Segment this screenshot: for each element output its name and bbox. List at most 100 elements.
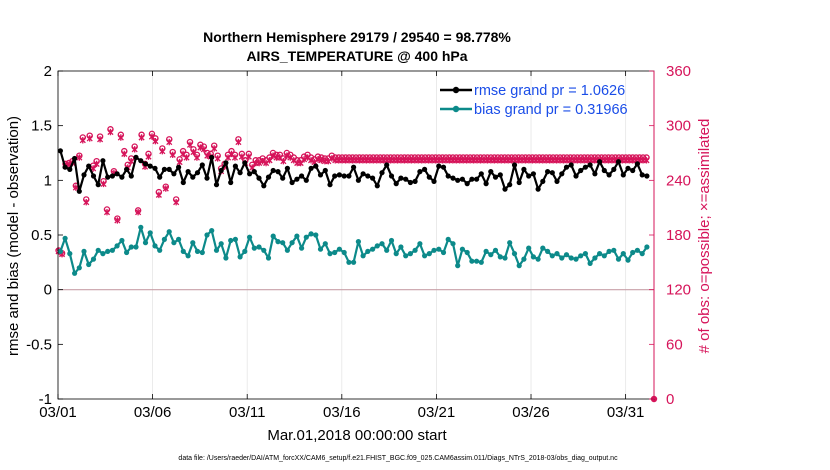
bias-point [559,255,565,261]
obs-assimilated-marker [103,209,111,216]
obs-assimilated-marker [256,159,263,167]
obs-assimilated-marker [114,217,121,224]
legend-bias-marker [452,105,460,113]
rmse-point [228,179,234,186]
obs-assimilated-marker [176,158,183,166]
bias-point [313,232,319,238]
rmse-point [511,162,518,168]
bias-point [398,244,404,250]
bias-point [81,248,87,254]
rmse-point [81,172,87,178]
obs-assimilated-marker [186,141,194,148]
bias-point [57,248,64,254]
rmse-point [313,163,319,169]
rmse-point [299,173,305,179]
data-file-footer: data file: /Users/raeder/DAI/ATM_forcXX/… [178,455,618,462]
rmse-point [601,167,607,174]
y2-tick-layer: 0 60 120 180 240 300 360 [649,63,691,408]
obs-assimilated-marker [190,148,197,156]
obs-assimilated-marker [100,180,107,188]
bias-point [213,247,220,253]
rmse-point [105,174,111,180]
bias-point [431,247,437,253]
rmse-point [606,172,612,178]
rmse-point [379,170,385,176]
rmse-point [185,169,191,175]
rmse-point [388,173,395,179]
x-axis-label: Mar.01,2018 00:00:00 start [267,427,447,444]
rmse-point [403,176,409,182]
obs-assimilated-marker [301,156,308,163]
rmse-point [483,181,489,187]
rmse-point [578,167,584,174]
bias-point [540,245,546,251]
rmse-point [72,155,78,162]
rmse-point [199,162,205,168]
legend-rmse-marker [452,86,460,94]
bias-point [261,247,267,253]
rmse-point [502,186,508,192]
y-tick-label: 2 [44,63,52,80]
rmse-point [308,165,314,171]
obs-assimilated-marker [183,154,190,161]
bias-point [483,248,489,254]
rmse-point [100,158,106,164]
bias-point [516,263,522,269]
bias-point [488,252,494,258]
grid-layer [57,71,627,399]
bias-point [464,249,470,256]
rmse-point [488,169,494,175]
rmse-point [459,176,465,182]
rmse-point [346,173,352,179]
bias-point [72,270,78,276]
rmse-point [62,164,68,170]
bias-point [105,248,111,254]
rmse-point [507,182,513,188]
bias-point [530,254,537,260]
bias-point [507,240,513,246]
obs-assimilated-marker [79,137,86,144]
obs-assimilated-marker [231,154,239,161]
y2-tick-label: 60 [666,336,683,353]
bias-point [412,247,418,253]
rmse-point [284,165,290,171]
rmse-point [256,175,262,181]
rmse-point [251,169,257,175]
rmse-point [398,175,404,181]
rmse-point [322,167,328,174]
bias-point [100,251,106,257]
obs-assimilated-marker [148,133,156,140]
rmse-point [332,173,338,179]
rmse-point [360,171,366,177]
rmse-point [194,170,201,176]
bias-point [393,251,399,257]
rmse-point [109,173,115,179]
rmse-point [440,164,447,170]
bias-point [634,247,641,253]
rmse-point [455,177,461,183]
obs-assimilated-marker [245,153,252,160]
bias-point [440,249,447,256]
bias-point [601,253,607,259]
y-axis-label: rmse and bias (model - observation) [5,116,22,356]
obs-assimilated-marker [97,136,104,143]
rmse-point [275,169,281,175]
obs-assimilated-marker [280,158,287,165]
bias-point [568,255,574,261]
rmse-point [384,162,390,168]
obs-assimilated-marker [131,146,138,153]
rmse-point [469,176,475,182]
plot-frame [57,70,655,400]
bias-point [128,244,134,250]
bias-point [549,253,555,259]
obs-assimilated-marker [117,134,124,141]
rmse-point [526,173,532,179]
bias-point [497,254,503,260]
obs-assimilated-marker [155,191,162,199]
rmse-point [114,171,120,177]
bias-point [336,246,342,252]
bias-point [270,233,276,239]
rmse-point [393,181,399,187]
bias-point [275,239,281,245]
x-tick-layer: 03/01 03/06 03/11 03/16 03/21 03/26 03/31 [39,71,644,421]
